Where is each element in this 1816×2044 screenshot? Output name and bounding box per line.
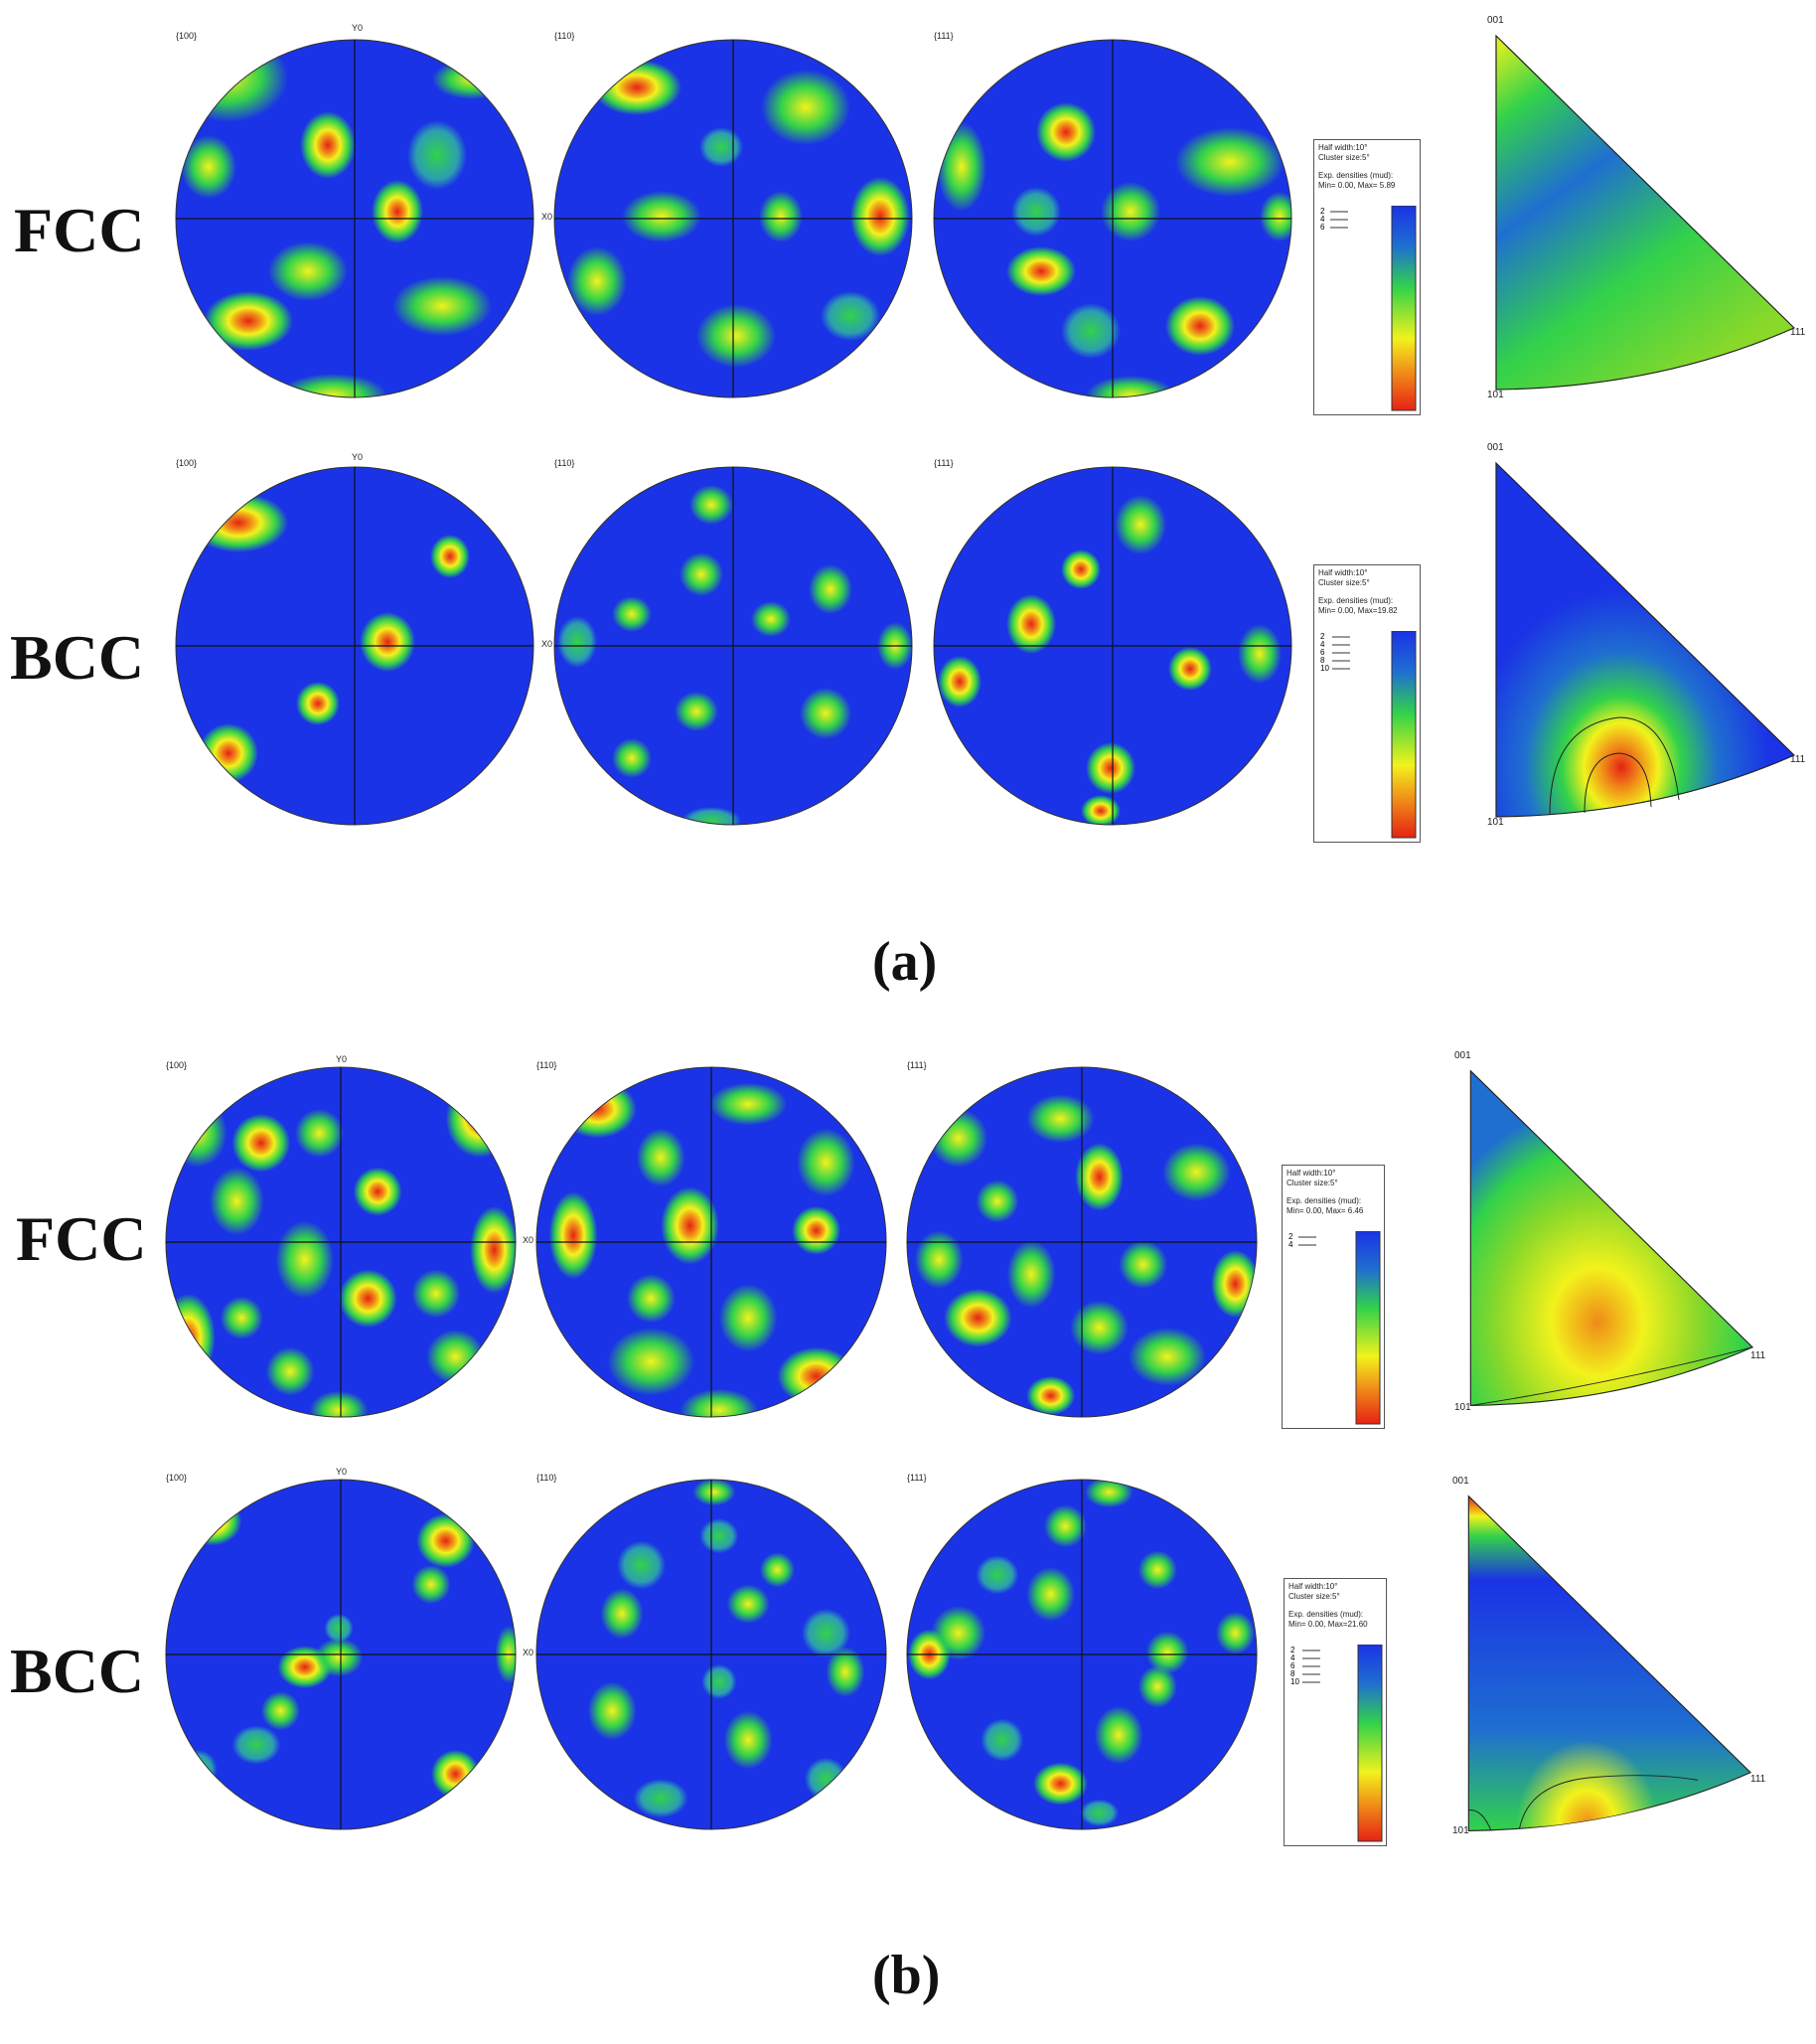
contour-level: 2 <box>1288 1232 1293 1241</box>
axis-label-y0: Y0 <box>336 1467 348 1477</box>
legend-cluster-size: Cluster size:5° <box>1318 578 1370 587</box>
pole-figure-110 <box>553 39 913 398</box>
inverse-pole-figure <box>1467 1494 1752 1832</box>
inverse-pole-figure <box>1495 34 1796 391</box>
density-legend: Half width:10° Cluster size:5° Exp. dens… <box>1313 139 1421 415</box>
pole-figure-111 <box>933 466 1292 826</box>
legend-scale: 2 4 6 8 10 <box>1290 1645 1383 1842</box>
pole-figure-100 <box>175 39 534 398</box>
axis-label-x0: X0 <box>541 212 553 222</box>
contour-level: 4 <box>1320 215 1325 224</box>
pole-figure-111 <box>933 39 1292 398</box>
legend-min-max: Min= 0.00, Max= 6.46 <box>1286 1206 1364 1215</box>
contour-level: 6 <box>1320 648 1325 657</box>
axis-label-y0: Y0 <box>336 1054 348 1064</box>
contour-level: 2 <box>1320 207 1325 216</box>
inverse-pole-figure <box>1469 1069 1754 1407</box>
pole-figure-title: {100} <box>176 31 198 41</box>
axis-label-y0: Y0 <box>352 23 364 33</box>
axis-label-x0: X0 <box>523 1235 534 1245</box>
contour-level: 10 <box>1290 1677 1299 1686</box>
contour-level: 4 <box>1288 1240 1293 1249</box>
density-legend: Half width:10° Cluster size:5° Exp. dens… <box>1313 564 1421 843</box>
ipf-label-001: 001 <box>1487 442 1504 453</box>
pole-figure-110 <box>553 466 913 826</box>
ipf-label-001: 001 <box>1452 1476 1469 1487</box>
axis-label-x0: X0 <box>523 1648 534 1657</box>
legend-density-title: Exp. densities (mud): <box>1286 1196 1362 1205</box>
phase-label-bcc-a: BCC <box>10 622 145 693</box>
ipf-label-101: 101 <box>1454 1402 1471 1413</box>
pole-figure-title: {111} <box>934 31 954 41</box>
phase-label-bcc-b: BCC <box>10 1636 145 1706</box>
pole-figure-title: {110} <box>536 1060 557 1070</box>
contour-level: 10 <box>1320 664 1329 673</box>
phase-label-fcc-b: FCC <box>16 1203 147 1274</box>
legend-half-width: Half width:10° <box>1288 1582 1338 1591</box>
ipf-label-101: 101 <box>1487 817 1504 828</box>
legend-half-width: Half width:10° <box>1318 143 1368 152</box>
legend-scale: 2 4 <box>1288 1231 1381 1425</box>
pole-figure-title: {100} <box>176 458 198 468</box>
ipf-label-001: 001 <box>1487 15 1504 26</box>
ipf-label-101: 101 <box>1452 1825 1469 1836</box>
contour-level: 4 <box>1320 640 1325 649</box>
ipf-label-101: 101 <box>1487 390 1504 400</box>
axis-label-y0: Y0 <box>352 452 364 462</box>
legend-density-title: Exp. densities (mud): <box>1288 1610 1364 1619</box>
pole-figure-100 <box>165 1066 517 1418</box>
legend-scale: 2 4 6 <box>1318 206 1420 414</box>
ipf-label-111: 111 <box>1790 754 1806 765</box>
contour-level: 8 <box>1320 656 1325 665</box>
contour-level: 4 <box>1290 1653 1295 1662</box>
axis-label-x0: X0 <box>541 639 553 649</box>
legend-density-title: Exp. densities (mud): <box>1318 596 1394 605</box>
ipf-label-111: 111 <box>1790 327 1806 338</box>
contour-level: 2 <box>1320 632 1325 641</box>
legend-density-title: Exp. densities (mud): <box>1318 171 1394 180</box>
legend-min-max: Min= 0.00, Max=21.60 <box>1288 1620 1368 1629</box>
inverse-pole-figure <box>1495 461 1796 818</box>
phase-label-fcc-a: FCC <box>14 195 145 265</box>
pole-figure-110 <box>535 1066 887 1418</box>
pole-figure-title: {110} <box>536 1473 557 1483</box>
pole-figure-111 <box>906 1066 1258 1418</box>
pole-figure-title: {110} <box>554 31 575 41</box>
pole-figure-110 <box>535 1479 887 1830</box>
pole-figure-100 <box>165 1479 517 1830</box>
pole-figure-title: {111} <box>907 1060 927 1070</box>
pole-figure-title: {100} <box>166 1060 188 1070</box>
pole-figure-title: {111} <box>907 1473 927 1483</box>
ipf-label-111: 111 <box>1750 1774 1766 1785</box>
legend-cluster-size: Cluster size:5° <box>1286 1179 1338 1187</box>
legend-scale: 2 4 6 8 10 <box>1320 631 1417 839</box>
pole-figure-100 <box>175 466 534 826</box>
density-legend: Half width:10° Cluster size:5° Exp. dens… <box>1284 1578 1387 1846</box>
legend-cluster-size: Cluster size:5° <box>1288 1592 1340 1601</box>
ipf-label-001: 001 <box>1454 1050 1471 1061</box>
pole-figure-title: {100} <box>166 1473 188 1483</box>
pole-figure-title: {110} <box>554 458 575 468</box>
contour-level: 2 <box>1290 1646 1295 1654</box>
pole-figure-111 <box>906 1479 1258 1830</box>
caption-a: (a) <box>872 931 938 993</box>
legend-half-width: Half width:10° <box>1318 568 1368 577</box>
legend-cluster-size: Cluster size:5° <box>1318 153 1370 162</box>
contour-level: 6 <box>1290 1661 1295 1670</box>
legend-min-max: Min= 0.00, Max=19.82 <box>1318 606 1398 615</box>
pole-figure-title: {111} <box>934 458 954 468</box>
legend-half-width: Half width:10° <box>1286 1169 1336 1178</box>
contour-level: 6 <box>1320 223 1325 232</box>
contour-level: 8 <box>1290 1669 1295 1678</box>
ipf-label-111: 111 <box>1750 1350 1766 1361</box>
legend-min-max: Min= 0.00, Max= 5.89 <box>1318 181 1396 190</box>
density-legend: Half width:10° Cluster size:5° Exp. dens… <box>1282 1165 1385 1429</box>
caption-b: (b) <box>872 1945 941 2006</box>
